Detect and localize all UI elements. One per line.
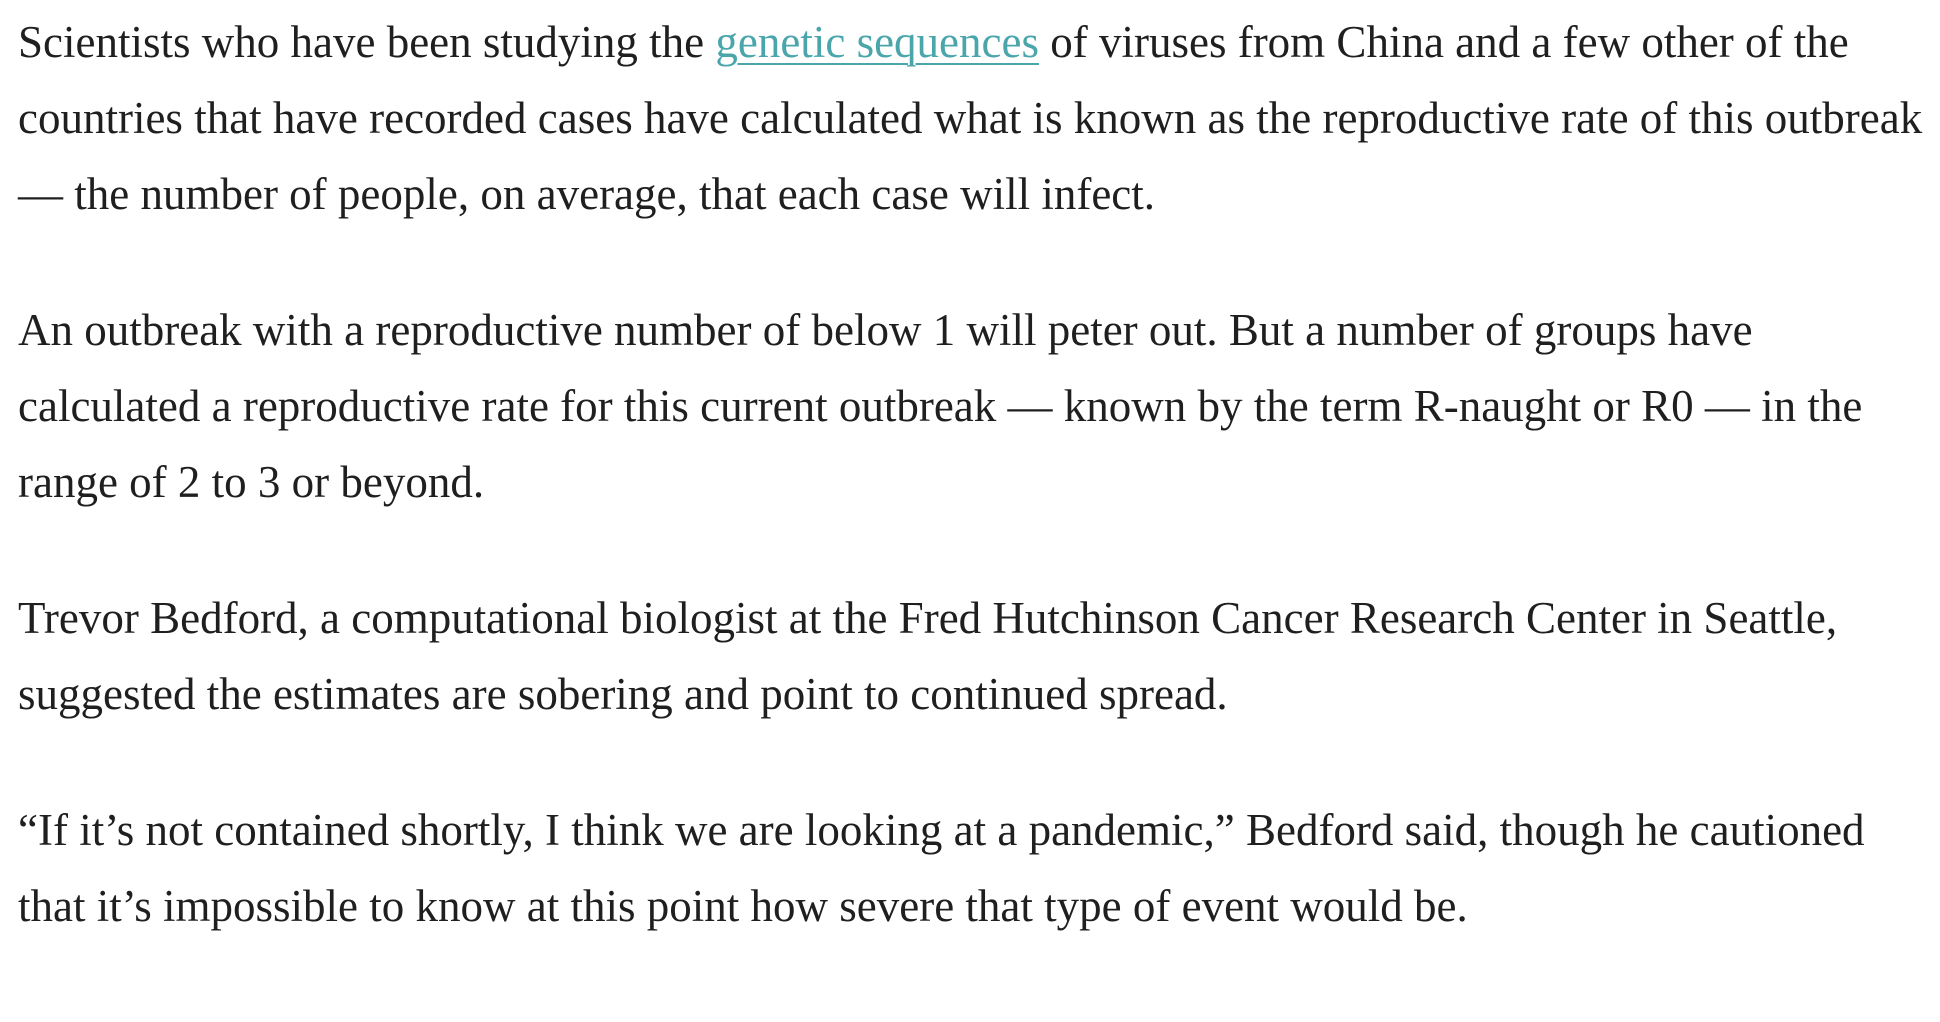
article-body: Scientists who have been studying the ge… xyxy=(18,4,1928,944)
paragraph-reproductive-number: An outbreak with a reproductive number o… xyxy=(18,305,1863,507)
paragraph-trevor-bedford: Trevor Bedford, a computational biologis… xyxy=(18,593,1838,719)
paragraph-1-text-after-link: of viruses from China and a few other of… xyxy=(18,17,1923,219)
paragraph-bedford-quote: “If it’s not contained shortly, I think … xyxy=(18,805,1865,931)
paragraph-1-text-before-link: Scientists who have been studying the xyxy=(18,17,716,67)
genetic-sequences-link[interactable]: genetic sequences xyxy=(715,17,1039,67)
paragraph-genetic-sequences: Scientists who have been studying the ge… xyxy=(18,4,1928,232)
